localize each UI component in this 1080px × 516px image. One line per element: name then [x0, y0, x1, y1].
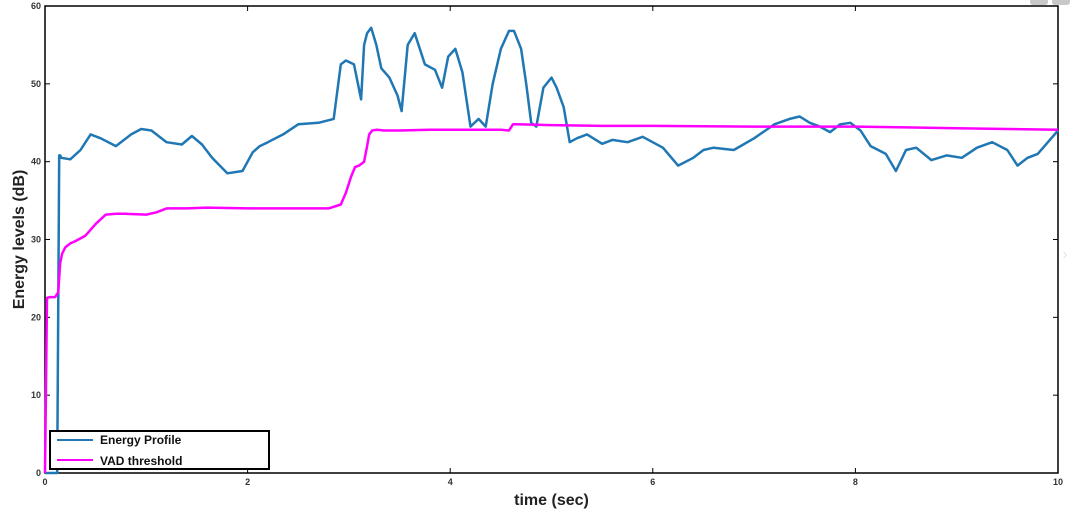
y-tick-label: 10	[31, 390, 41, 400]
chevron-right-icon[interactable]: ›	[1062, 246, 1068, 263]
plot-area	[44, 5, 1059, 474]
y-tick-label: 50	[31, 79, 41, 89]
legend-box	[49, 430, 270, 470]
legend-label-energy: Energy Profile	[100, 433, 182, 447]
x-tick-label: 8	[853, 477, 858, 487]
y-tick-label: 60	[31, 1, 41, 11]
series-layer	[43, 26, 1059, 475]
y-tick-label: 40	[31, 157, 41, 167]
x-tick-label: 6	[650, 477, 655, 487]
x-tick-label: 0	[42, 477, 47, 487]
legend: Energy Profile VAD threshold	[49, 430, 270, 470]
x-tick-label: 10	[1053, 477, 1063, 487]
window-control-left[interactable]	[1030, 0, 1048, 5]
legend-label-vad: VAD threshold	[100, 454, 182, 468]
axis-ticks: 0 2 4 6 8 10 0 10 20 30 40 50 60	[31, 1, 1063, 487]
y-tick-label: 0	[36, 468, 41, 478]
y-tick-label: 20	[31, 312, 41, 322]
y-tick-label: 30	[31, 235, 41, 245]
x-axis-label: time (sec)	[514, 492, 589, 509]
window-control-right[interactable]	[1052, 0, 1070, 5]
x-tick-label: 2	[245, 477, 250, 487]
y-axis-label: Energy levels (dB)	[11, 170, 28, 310]
x-tick-label: 4	[448, 477, 453, 487]
series-line-vad-threshold	[43, 123, 1059, 474]
